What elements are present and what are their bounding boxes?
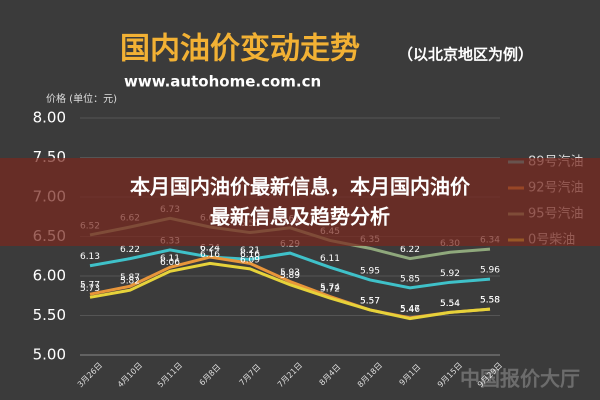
- data-label: 6.11: [160, 254, 180, 264]
- data-label: 5.89: [280, 271, 300, 281]
- data-label: 5.87: [120, 273, 140, 283]
- x-tick-label: 4月10日: [116, 361, 144, 389]
- data-label: 5.54: [440, 299, 460, 309]
- data-label: 6.13: [80, 252, 100, 262]
- x-tick-label: 3月26日: [76, 361, 104, 389]
- data-label: 5.82: [120, 277, 140, 287]
- x-tick-label: 6月8日: [198, 363, 223, 388]
- data-label: 5.85: [400, 274, 420, 284]
- x-tick-label: 8月18日: [356, 361, 384, 389]
- data-label: 5.58: [480, 296, 500, 306]
- data-label: 5.72: [320, 285, 340, 295]
- series-line: [89, 248, 491, 290]
- series-line: [89, 255, 491, 320]
- data-label: 6.22: [400, 245, 420, 255]
- data-label: 5.57: [360, 296, 380, 306]
- y-tick-label: 8.00: [33, 109, 66, 127]
- data-label: 6.09: [240, 255, 260, 265]
- data-label: 5.93: [280, 268, 300, 278]
- series-line: [89, 261, 491, 321]
- x-tick-label: 7月7日: [238, 363, 263, 388]
- x-tick-label: 8月4日: [318, 363, 343, 388]
- data-label: 5.92: [440, 269, 460, 279]
- data-label: 6.16: [240, 250, 260, 260]
- data-label: 6.24: [200, 244, 220, 254]
- y-tick-label: 6.00: [33, 267, 66, 285]
- data-label: 5.73: [80, 284, 100, 294]
- data-label: 6.24: [200, 244, 220, 254]
- y-tick-label: 5.00: [33, 346, 66, 364]
- watermark: 中国报价大厅: [460, 367, 580, 391]
- data-label: 5.46: [400, 305, 420, 315]
- x-tick-label: 5月11日: [156, 361, 184, 389]
- source: www.autohome.com.cn: [124, 73, 321, 91]
- data-label: 5.47: [400, 304, 420, 314]
- data-label: 5.54: [440, 299, 460, 309]
- x-tick-label: 7月21日: [276, 361, 304, 389]
- data-label: 5.95: [360, 266, 380, 276]
- y-label: 价格 (单位：元): [46, 92, 117, 105]
- data-label: 6.16: [200, 250, 220, 260]
- data-label: 5.77: [80, 281, 100, 291]
- data-label: 6.11: [320, 254, 340, 264]
- data-label: 5.57: [360, 296, 380, 306]
- data-label: 5.58: [480, 296, 500, 306]
- chart-subtitle: （以北京地区为例）: [398, 46, 533, 64]
- data-label: 6.06: [160, 258, 180, 268]
- y-tick-label: 5.50: [33, 306, 66, 324]
- data-label: 6.22: [120, 245, 140, 255]
- data-label: 5.96: [480, 266, 500, 276]
- banner-text: 本月国内油价最新信息，本月国内油价: [130, 175, 471, 199]
- chart-title: 国内油价变动走势: [120, 32, 360, 67]
- x-tick-label: 9月1日: [398, 363, 423, 388]
- data-label: 5.74: [320, 283, 340, 293]
- banner-text: 最新信息及趋势分析: [210, 205, 390, 229]
- banner: [0, 158, 600, 246]
- data-label: 6.21: [240, 246, 260, 256]
